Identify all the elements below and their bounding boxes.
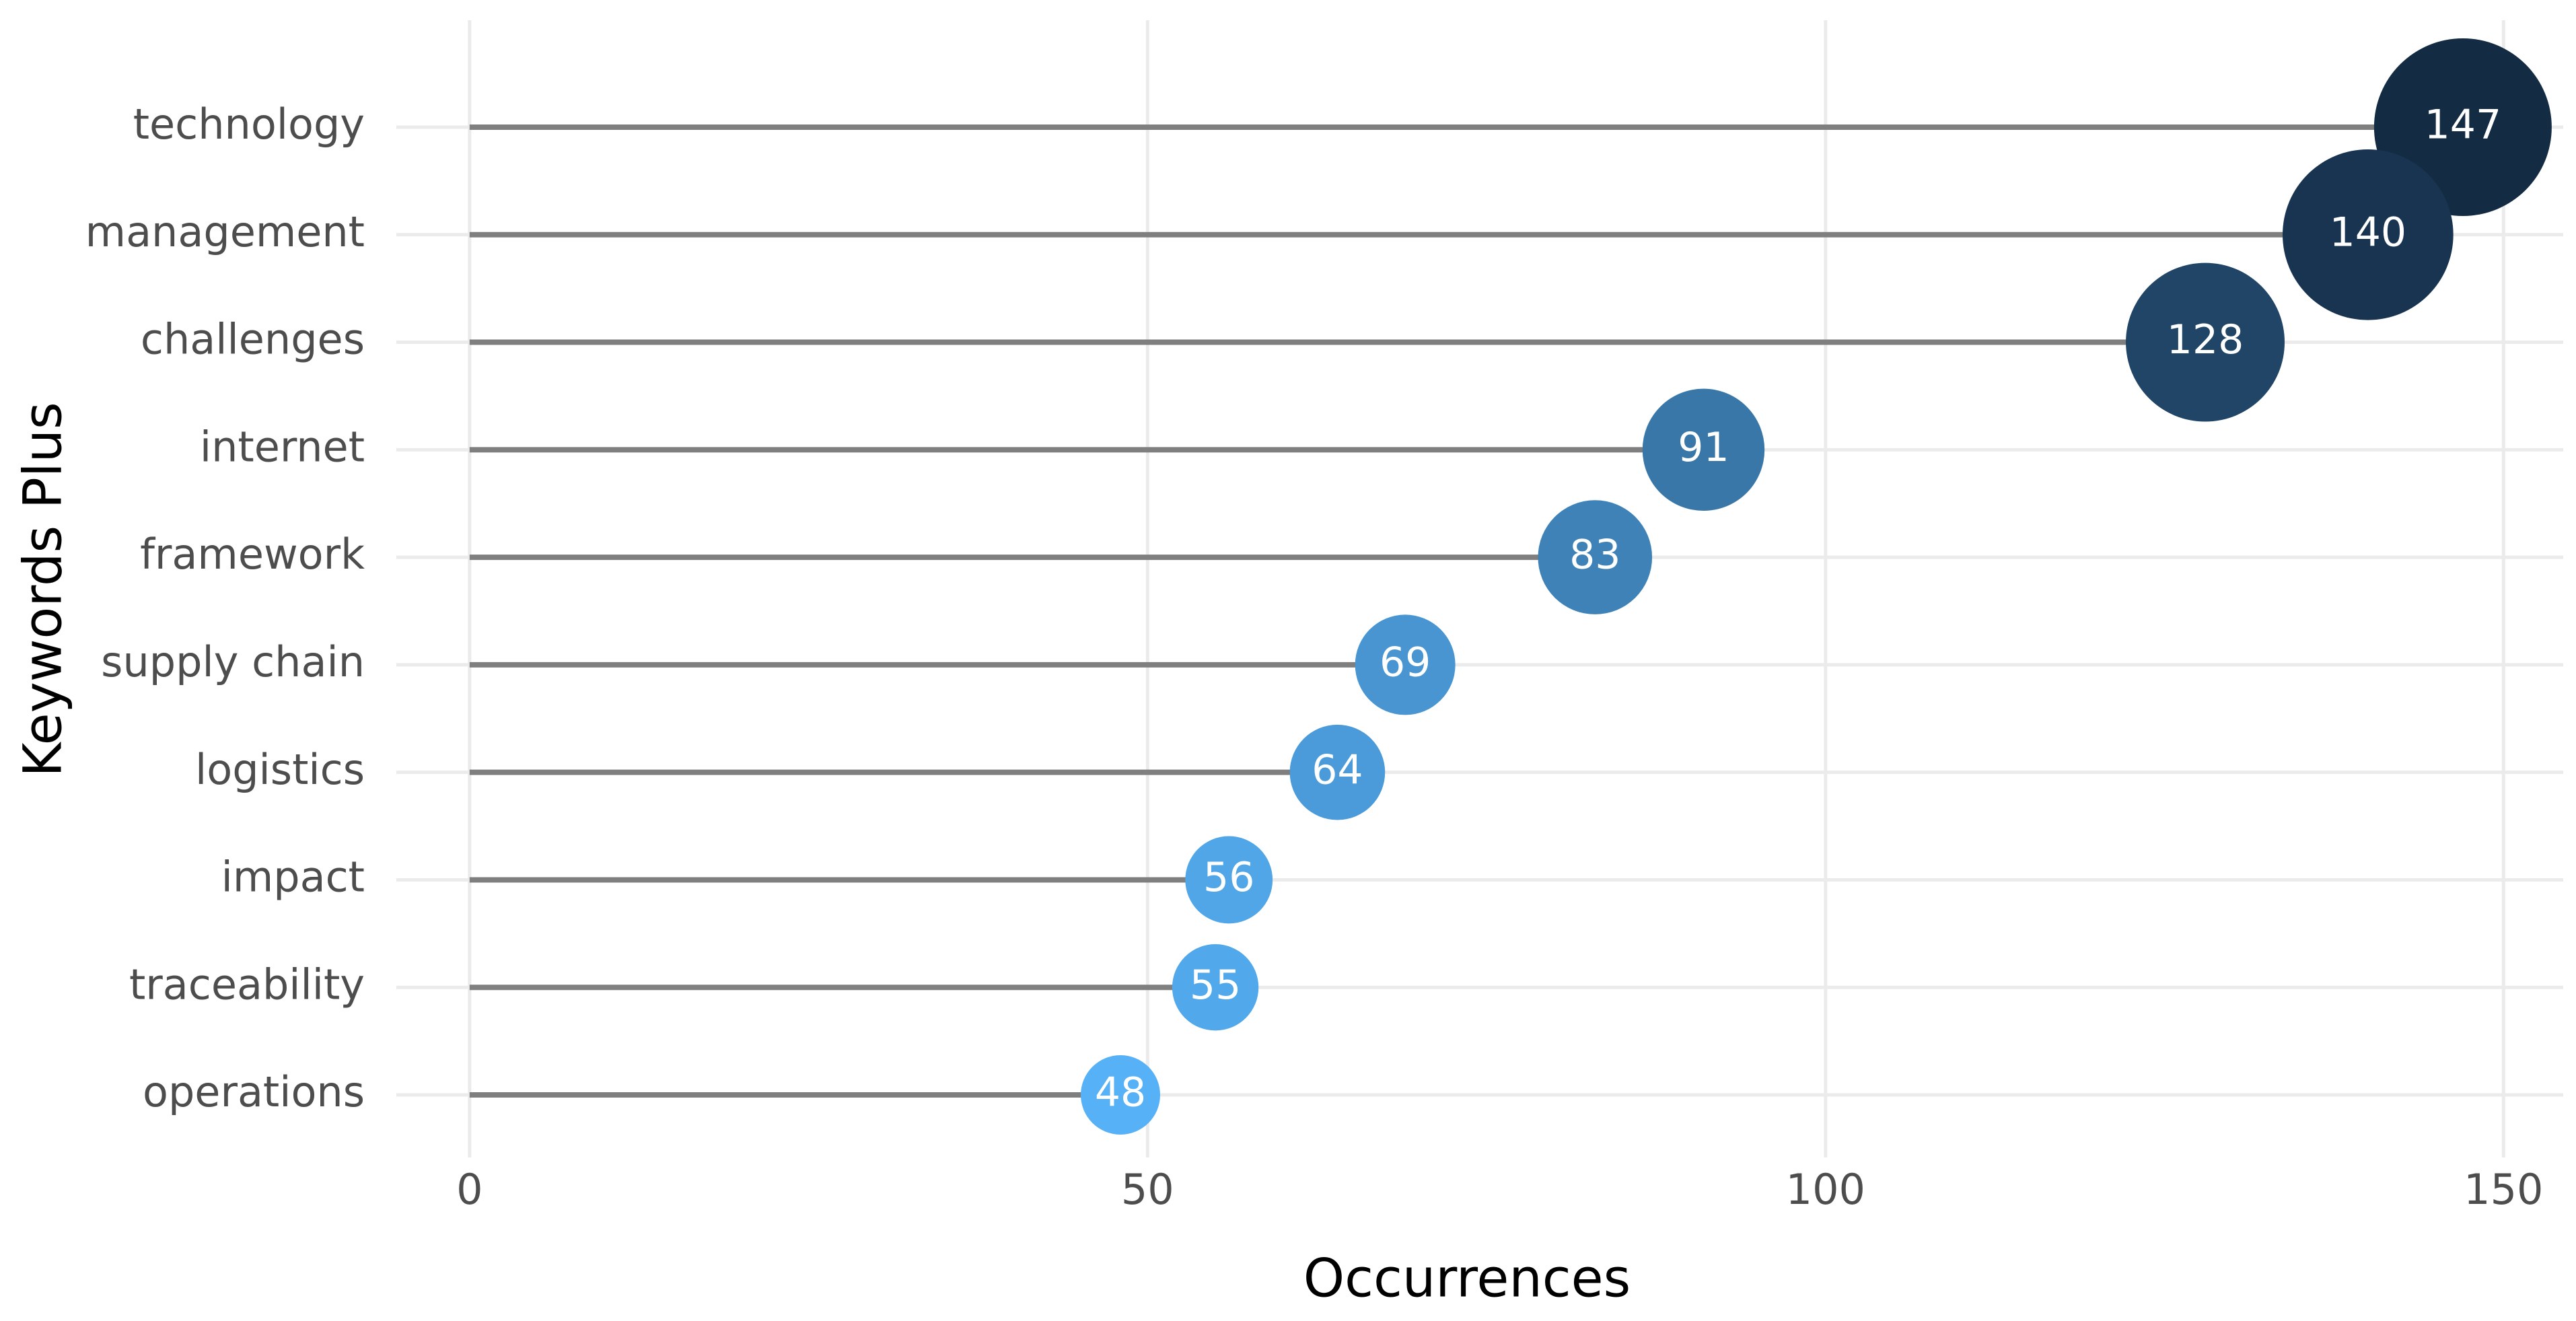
y-tick-label: supply chain [101, 637, 365, 686]
bubble [2126, 262, 2285, 422]
x-tick-label: 50 [1121, 1165, 1174, 1214]
bubble [1081, 1055, 1161, 1135]
y-tick-label: challenges [141, 315, 365, 364]
value-label: 83 [1569, 532, 1620, 579]
value-label: 128 [2167, 316, 2244, 363]
bubble [1185, 836, 1273, 924]
value-label: 48 [1095, 1069, 1146, 1116]
x-tick-label: 150 [2464, 1165, 2543, 1214]
y-tick-label: technology [133, 100, 365, 149]
value-label: 147 [2425, 102, 2502, 149]
y-axis-title: Keywords Plus [13, 402, 73, 777]
x-axis-title: Occurrences [1303, 1248, 1631, 1309]
bubble [1289, 724, 1386, 820]
bubble [2282, 149, 2454, 320]
bubble [1538, 500, 1653, 614]
y-tick-label: impact [221, 853, 365, 902]
value-label: 69 [1380, 639, 1431, 686]
x-tick-label: 0 [456, 1165, 482, 1214]
value-label: 64 [1312, 746, 1363, 793]
value-label: 55 [1190, 962, 1241, 1009]
y-tick-label: framework [140, 530, 365, 579]
x-tick-label: 100 [1786, 1165, 1865, 1214]
y-tick-label: traceability [129, 960, 365, 1009]
y-tick-label: management [85, 207, 365, 256]
y-tick-label: operations [143, 1067, 365, 1116]
bubble [1642, 388, 1765, 511]
bubble [1355, 614, 1456, 715]
bubble [1172, 944, 1259, 1031]
value-label: 140 [2330, 209, 2407, 256]
y-tick-label: internet [200, 422, 365, 471]
value-label: 91 [1678, 424, 1729, 471]
y-tick-label: logistics [195, 745, 365, 794]
value-label: 56 [1203, 854, 1254, 901]
